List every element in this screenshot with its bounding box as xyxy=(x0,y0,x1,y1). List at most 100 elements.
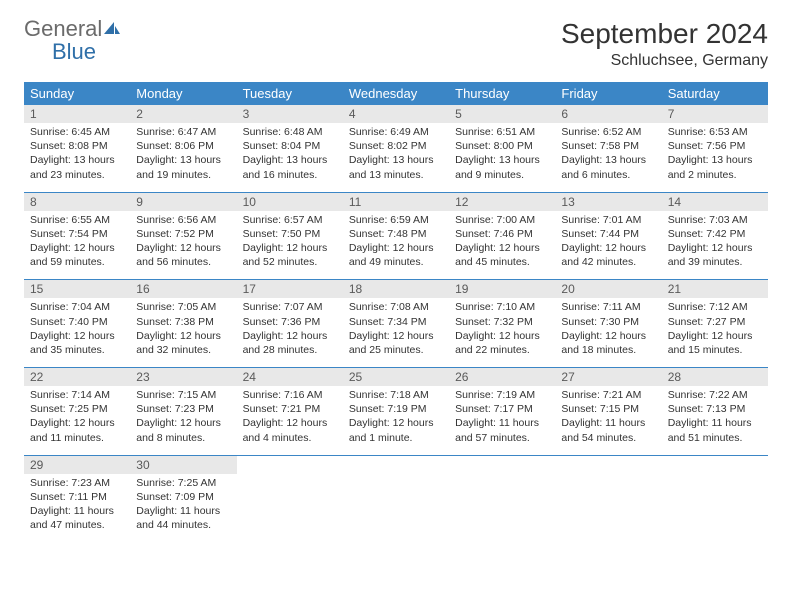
sunrise: Sunrise: 7:05 AM xyxy=(136,300,230,314)
sunset: Sunset: 7:34 PM xyxy=(349,315,443,329)
sunset: Sunset: 7:46 PM xyxy=(455,227,549,241)
sunset: Sunset: 7:54 PM xyxy=(30,227,124,241)
daylight: Daylight: 11 hours and 54 minutes. xyxy=(561,416,655,444)
day-number: 24 xyxy=(237,368,343,386)
sunset: Sunset: 7:09 PM xyxy=(136,490,230,504)
day-cell: 4Sunrise: 6:49 AMSunset: 8:02 PMDaylight… xyxy=(343,105,449,192)
empty-cell xyxy=(555,455,661,542)
sunset: Sunset: 8:00 PM xyxy=(455,139,549,153)
sunset: Sunset: 7:58 PM xyxy=(561,139,655,153)
logo: General Blue xyxy=(24,18,122,64)
sunrise: Sunrise: 6:59 AM xyxy=(349,213,443,227)
day-number: 18 xyxy=(343,280,449,298)
day-cell: 16Sunrise: 7:05 AMSunset: 7:38 PMDayligh… xyxy=(130,280,236,368)
dow-tue: Tuesday xyxy=(237,82,343,105)
sunrise: Sunrise: 6:49 AM xyxy=(349,125,443,139)
daylight: Daylight: 12 hours and 4 minutes. xyxy=(243,416,337,444)
dow-fri: Friday xyxy=(555,82,661,105)
day-number: 9 xyxy=(130,193,236,211)
logo-blue: Blue xyxy=(52,39,96,64)
dow-row: Sunday Monday Tuesday Wednesday Thursday… xyxy=(24,82,768,105)
day-number: 23 xyxy=(130,368,236,386)
daylight: Daylight: 13 hours and 6 minutes. xyxy=(561,153,655,181)
day-body: Sunrise: 7:22 AMSunset: 7:13 PMDaylight:… xyxy=(662,386,768,455)
daylight: Daylight: 11 hours and 44 minutes. xyxy=(136,504,230,532)
day-body: Sunrise: 7:07 AMSunset: 7:36 PMDaylight:… xyxy=(237,298,343,367)
day-body: Sunrise: 7:21 AMSunset: 7:15 PMDaylight:… xyxy=(555,386,661,455)
daylight: Daylight: 12 hours and 18 minutes. xyxy=(561,329,655,357)
day-cell: 6Sunrise: 6:52 AMSunset: 7:58 PMDaylight… xyxy=(555,105,661,192)
day-body: Sunrise: 7:01 AMSunset: 7:44 PMDaylight:… xyxy=(555,211,661,280)
sunrise: Sunrise: 7:07 AM xyxy=(243,300,337,314)
day-cell: 26Sunrise: 7:19 AMSunset: 7:17 PMDayligh… xyxy=(449,368,555,456)
sunrise: Sunrise: 7:18 AM xyxy=(349,388,443,402)
sunrise: Sunrise: 7:15 AM xyxy=(136,388,230,402)
sunrise: Sunrise: 6:47 AM xyxy=(136,125,230,139)
sunrise: Sunrise: 7:08 AM xyxy=(349,300,443,314)
sunrise: Sunrise: 7:12 AM xyxy=(668,300,762,314)
sunrise: Sunrise: 6:48 AM xyxy=(243,125,337,139)
sunset: Sunset: 7:15 PM xyxy=(561,402,655,416)
day-body: Sunrise: 7:12 AMSunset: 7:27 PMDaylight:… xyxy=(662,298,768,367)
sunset: Sunset: 7:23 PM xyxy=(136,402,230,416)
day-number: 19 xyxy=(449,280,555,298)
day-number: 2 xyxy=(130,105,236,123)
logo-text-block: General Blue xyxy=(24,18,122,64)
day-number: 30 xyxy=(130,456,236,474)
day-body: Sunrise: 7:23 AMSunset: 7:11 PMDaylight:… xyxy=(24,474,130,543)
day-number: 17 xyxy=(237,280,343,298)
day-number: 7 xyxy=(662,105,768,123)
day-body: Sunrise: 6:57 AMSunset: 7:50 PMDaylight:… xyxy=(237,211,343,280)
sunrise: Sunrise: 6:57 AM xyxy=(243,213,337,227)
sunset: Sunset: 7:32 PM xyxy=(455,315,549,329)
sunrise: Sunrise: 7:25 AM xyxy=(136,476,230,490)
day-body: Sunrise: 7:11 AMSunset: 7:30 PMDaylight:… xyxy=(555,298,661,367)
day-body: Sunrise: 7:10 AMSunset: 7:32 PMDaylight:… xyxy=(449,298,555,367)
empty-cell xyxy=(237,455,343,542)
dow-mon: Monday xyxy=(130,82,236,105)
week-row: 1Sunrise: 6:45 AMSunset: 8:08 PMDaylight… xyxy=(24,105,768,192)
daylight: Daylight: 12 hours and 25 minutes. xyxy=(349,329,443,357)
day-body: Sunrise: 6:52 AMSunset: 7:58 PMDaylight:… xyxy=(555,123,661,192)
sunset: Sunset: 8:04 PM xyxy=(243,139,337,153)
daylight: Daylight: 12 hours and 42 minutes. xyxy=(561,241,655,269)
empty-cell xyxy=(662,455,768,542)
dow-thu: Thursday xyxy=(449,82,555,105)
daylight: Daylight: 12 hours and 28 minutes. xyxy=(243,329,337,357)
sunset: Sunset: 7:19 PM xyxy=(349,402,443,416)
day-body: Sunrise: 7:25 AMSunset: 7:09 PMDaylight:… xyxy=(130,474,236,543)
sunset: Sunset: 7:13 PM xyxy=(668,402,762,416)
day-body: Sunrise: 6:59 AMSunset: 7:48 PMDaylight:… xyxy=(343,211,449,280)
calendar-table: Sunday Monday Tuesday Wednesday Thursday… xyxy=(24,82,768,542)
sunrise: Sunrise: 7:04 AM xyxy=(30,300,124,314)
day-number: 20 xyxy=(555,280,661,298)
day-cell: 30Sunrise: 7:25 AMSunset: 7:09 PMDayligh… xyxy=(130,455,236,542)
sunrise: Sunrise: 6:52 AM xyxy=(561,125,655,139)
day-cell: 21Sunrise: 7:12 AMSunset: 7:27 PMDayligh… xyxy=(662,280,768,368)
title-block: September 2024 Schluchsee, Germany xyxy=(561,18,768,70)
sunrise: Sunrise: 7:14 AM xyxy=(30,388,124,402)
day-number: 12 xyxy=(449,193,555,211)
day-cell: 1Sunrise: 6:45 AMSunset: 8:08 PMDaylight… xyxy=(24,105,130,192)
day-number: 13 xyxy=(555,193,661,211)
logo-general: General xyxy=(24,16,102,41)
daylight: Daylight: 12 hours and 52 minutes. xyxy=(243,241,337,269)
day-number: 21 xyxy=(662,280,768,298)
daylight: Daylight: 11 hours and 47 minutes. xyxy=(30,504,124,532)
day-body: Sunrise: 6:45 AMSunset: 8:08 PMDaylight:… xyxy=(24,123,130,192)
daylight: Daylight: 12 hours and 45 minutes. xyxy=(455,241,549,269)
day-cell: 11Sunrise: 6:59 AMSunset: 7:48 PMDayligh… xyxy=(343,192,449,280)
day-number: 29 xyxy=(24,456,130,474)
day-cell: 24Sunrise: 7:16 AMSunset: 7:21 PMDayligh… xyxy=(237,368,343,456)
sunset: Sunset: 7:17 PM xyxy=(455,402,549,416)
sunrise: Sunrise: 6:53 AM xyxy=(668,125,762,139)
day-number: 15 xyxy=(24,280,130,298)
day-number: 28 xyxy=(662,368,768,386)
daylight: Daylight: 13 hours and 13 minutes. xyxy=(349,153,443,181)
sunset: Sunset: 7:21 PM xyxy=(243,402,337,416)
week-row: 8Sunrise: 6:55 AMSunset: 7:54 PMDaylight… xyxy=(24,192,768,280)
sunrise: Sunrise: 7:03 AM xyxy=(668,213,762,227)
sunrise: Sunrise: 7:23 AM xyxy=(30,476,124,490)
day-number: 22 xyxy=(24,368,130,386)
weeks-body: 1Sunrise: 6:45 AMSunset: 8:08 PMDaylight… xyxy=(24,105,768,542)
